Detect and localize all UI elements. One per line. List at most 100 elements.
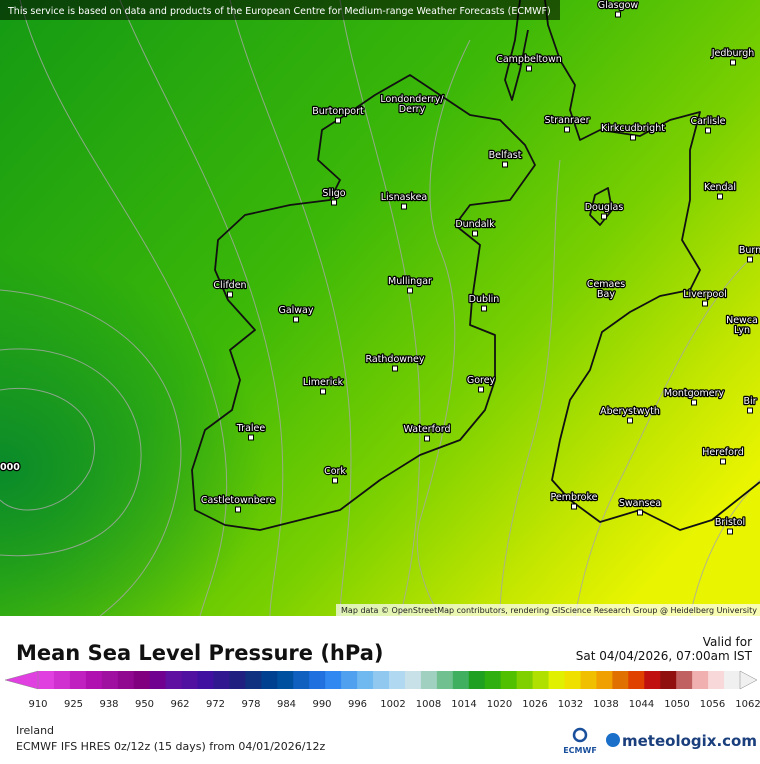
color-swatch: [564, 671, 581, 689]
color-swatch: [181, 671, 199, 689]
place-label: Pembroke: [550, 492, 597, 503]
color-swatch: [165, 671, 183, 689]
color-swatch: [341, 671, 358, 689]
place-label: Lisnaskea: [381, 192, 428, 203]
colorbar: 910 925 938 950 962 972 978 984 990 996 1002 1008 10…: [4, 670, 760, 710]
place-label: Hereford: [702, 447, 743, 458]
map-attribution: Map data © OpenStreetMap contributors, r…: [341, 606, 757, 615]
color-swatch: [644, 671, 661, 689]
place-label: Dundalk: [455, 219, 495, 230]
color-swatch: [69, 671, 87, 689]
place-marker: [392, 365, 398, 372]
color-swatch: [548, 671, 565, 689]
colorbar-tick-label: 1014: [451, 699, 476, 710]
place-marker: [331, 199, 337, 206]
colorbar-tick-label: 1056: [700, 699, 725, 710]
place-marker: [564, 126, 570, 133]
place-label: Aberystwyth: [600, 406, 660, 417]
place-marker: [727, 528, 733, 535]
place-label: Jedburgh: [711, 48, 755, 59]
place-label: Burtonport: [312, 106, 364, 117]
color-swatch: [293, 671, 310, 689]
color-swatch: [468, 671, 486, 689]
place-marker: [293, 316, 299, 323]
color-swatch: [373, 671, 390, 689]
colorbar-end-low: [4, 670, 39, 690]
place-label: Burn: [739, 245, 760, 256]
place-label: Bir: [743, 396, 756, 407]
colorbar-tick-label: 1020: [487, 699, 512, 710]
notice-bar: [0, 0, 560, 20]
place-marker: [627, 417, 633, 424]
color-swatch: [277, 671, 294, 689]
color-swatch: [245, 671, 262, 689]
color-swatch: [53, 671, 71, 689]
colorbar-tick-label: 1050: [664, 699, 689, 710]
color-swatch: [38, 671, 55, 689]
place-label: Kendal: [704, 182, 736, 193]
colorbar-tick-label: 984: [277, 699, 296, 710]
place-label: Kirkcudbright: [601, 123, 665, 134]
data-notice: This service is based on data and produc…: [7, 6, 551, 17]
place-label: Bristol: [715, 517, 745, 528]
place-marker: [227, 291, 233, 298]
place-labels: Glasgow Campbeltown Jedburgh Burtonport Lond…: [200, 0, 760, 535]
colorbar-tick-label: 978: [241, 699, 260, 710]
color-swatch: [85, 671, 103, 689]
color-swatch: [660, 671, 677, 689]
place-marker: [720, 458, 726, 465]
colorbar-tick-label: 1062: [735, 699, 760, 710]
place-marker: [747, 407, 753, 414]
color-swatch: [133, 671, 151, 689]
place-marker: [601, 213, 607, 220]
place-marker: [401, 203, 407, 210]
place-label: Liverpool: [683, 289, 727, 300]
colorbar-tick-label: 972: [206, 699, 225, 710]
place-marker: [409, 105, 415, 112]
place-label: Londonderry/Derry: [380, 94, 444, 115]
valid-label: Valid for: [703, 635, 752, 649]
place-marker: [526, 65, 532, 72]
color-swatch: [580, 671, 597, 689]
model-info: ECMWF IFS HRES 0z/12z (15 days) from 04/…: [16, 740, 326, 753]
color-swatch: [484, 671, 502, 689]
place-label: Rathdowney: [365, 354, 424, 365]
place-marker: [478, 386, 484, 393]
color-swatch: [309, 671, 326, 689]
color-swatch: [229, 671, 246, 689]
place-marker: [747, 256, 753, 263]
color-swatch: [101, 671, 119, 689]
brand: meteologix.com: [622, 732, 757, 750]
place-marker: [739, 326, 745, 333]
colorbar-tick-label: 910: [28, 699, 47, 710]
colorbar-tick-label: 1002: [380, 699, 405, 710]
region: Ireland: [16, 724, 54, 737]
map: This service is based on data and produc…: [0, 0, 760, 617]
colorbar-tick-label: 1044: [629, 699, 654, 710]
place-label: Montgomery: [664, 388, 725, 399]
color-swatch: [389, 671, 406, 689]
colorbar-tick-label: 1008: [416, 699, 441, 710]
color-swatch: [516, 671, 534, 689]
place-label: Cork: [324, 466, 346, 477]
color-swatch: [676, 671, 693, 689]
color-swatch: [596, 671, 613, 689]
place-label: Glasgow: [598, 0, 639, 11]
place-label: Sligo: [322, 188, 345, 199]
colorbar-tick-label: 950: [135, 699, 154, 710]
place-marker: [630, 134, 636, 141]
colorbar-tick-label: 1026: [522, 699, 547, 710]
place-marker: [717, 193, 723, 200]
brand-icon: [606, 733, 620, 747]
colorbar-tick-label: 925: [64, 699, 83, 710]
place-marker: [571, 503, 577, 510]
place-label: Mullingar: [388, 276, 432, 287]
place-label: Campbeltown: [496, 54, 562, 65]
color-swatch: [149, 671, 167, 689]
pressure-center-label: 000: [0, 462, 20, 473]
color-swatch: [357, 671, 374, 689]
color-swatch: [612, 671, 629, 689]
place-marker: [320, 388, 326, 395]
